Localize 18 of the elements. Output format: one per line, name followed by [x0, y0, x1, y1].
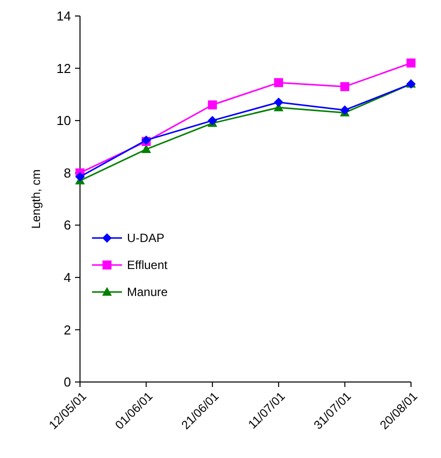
legend-label: U-DAP [127, 231, 164, 246]
point [406, 58, 416, 68]
y-tick-label: 2 [64, 322, 71, 338]
point [76, 172, 84, 182]
y-tick-label: 14 [56, 8, 71, 24]
point [208, 100, 217, 110]
y-tick-label: 12 [56, 60, 71, 76]
y-tick-label: 10 [56, 113, 71, 128]
y-tick-label: 8 [64, 165, 71, 180]
y-axis-title: Length, cm [29, 169, 43, 229]
point [274, 98, 284, 107]
point [274, 78, 284, 88]
legend-label: Effluent [127, 258, 168, 272]
y-tick-label: 6 [64, 218, 71, 233]
legend-label: Manure [127, 285, 168, 300]
y-tick-label: 0 [64, 374, 71, 390]
y-tick-label: 4 [64, 270, 71, 285]
point [340, 82, 350, 92]
